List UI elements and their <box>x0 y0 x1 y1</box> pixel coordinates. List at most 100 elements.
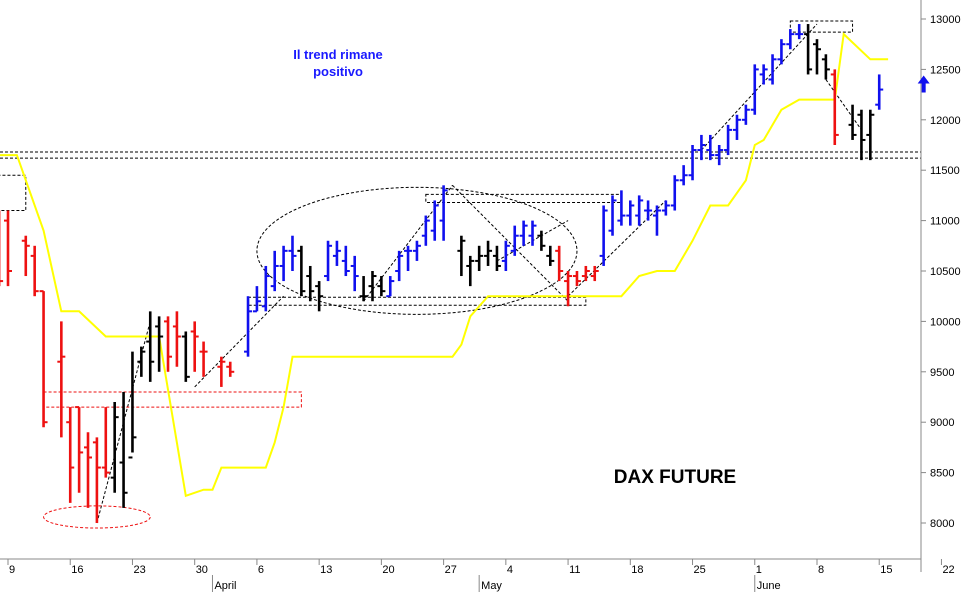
ohlc-bar <box>252 286 261 313</box>
ohlc-bar <box>181 331 190 382</box>
y-tick-label: 11000 <box>930 216 960 228</box>
x-tick-label: 30 <box>196 564 208 576</box>
ohlc-bar <box>359 276 368 302</box>
ohlc-bar <box>590 265 599 282</box>
ohlc-bar <box>386 276 395 298</box>
ohlc-bar <box>795 24 804 40</box>
month-label: April <box>214 580 236 592</box>
ohlc-bar <box>821 54 830 80</box>
x-tick-label: 8 <box>818 564 824 576</box>
x-tick-label: 1 <box>756 564 762 576</box>
ohlc-bar <box>875 74 884 110</box>
low-ellipse <box>43 505 151 529</box>
ohlc-bar <box>190 321 199 372</box>
ohlc-bar <box>519 220 528 246</box>
ohlc-bar <box>652 205 661 236</box>
y-axis-ticks: 8000 8500 9000 9500 10000 10500 11000 11500 1200… <box>921 14 961 530</box>
ohlc-bar <box>39 290 48 428</box>
ohlc-bar <box>688 145 697 181</box>
ohlc-bar <box>0 210 4 287</box>
ohlc-bar <box>57 321 66 438</box>
dashed-trendline <box>567 200 667 297</box>
month-label: May <box>481 580 502 592</box>
ohlc-bar <box>368 271 377 302</box>
ohlc-bar <box>439 185 448 241</box>
ohlc-bar <box>217 356 226 387</box>
dashed-trendline <box>825 79 862 131</box>
ohlc-bar <box>608 195 617 236</box>
ohlc-bar <box>324 240 333 282</box>
ohlc-bar <box>332 240 341 266</box>
ohlc-bar <box>350 255 359 292</box>
y-tick-label: 12500 <box>930 64 961 76</box>
ohlc-bar <box>866 109 875 161</box>
trend-line <box>0 32 889 498</box>
ohlc-bar <box>697 134 706 161</box>
ohlc-bar <box>537 230 546 251</box>
y-tick-label: 8500 <box>930 468 954 480</box>
x-tick-label: 13 <box>320 564 332 576</box>
ohlc-bar <box>564 271 573 307</box>
month-label: June <box>757 580 781 592</box>
ohlc-bar <box>128 351 137 459</box>
annotation-box <box>43 391 302 408</box>
y-tick-label: 10000 <box>930 316 961 328</box>
ohlc-bar <box>270 250 279 292</box>
x-tick-label: 11 <box>569 564 580 576</box>
ohlc-bar <box>404 245 413 271</box>
x-tick-label: 6 <box>258 564 264 576</box>
ohlc-bar <box>146 311 155 382</box>
ohlc-bar <box>759 64 768 85</box>
ohlc-bar <box>804 24 813 75</box>
x-tick-label: 27 <box>445 564 457 576</box>
consolidation-ellipse <box>256 186 578 315</box>
ohlc-bar <box>599 205 608 266</box>
ohlc-bar <box>626 200 635 226</box>
ohlc-bar <box>66 407 75 503</box>
x-tick-label: 15 <box>880 564 892 576</box>
y-tick-label: 10500 <box>930 266 961 278</box>
y-tick-label: 9000 <box>930 417 954 429</box>
ohlc-bar <box>555 245 564 282</box>
ohlc-bar <box>226 361 235 377</box>
ohlc-bar <box>635 195 644 226</box>
ohlc-bar <box>706 134 715 161</box>
ohlc-bar <box>732 114 741 140</box>
y-tick-label: 8000 <box>930 518 954 530</box>
comment-line-1: Il trend rimane <box>293 47 383 62</box>
ohlc-bar <box>768 54 777 85</box>
annotation-box <box>0 174 27 212</box>
ohlc-bar <box>315 281 324 312</box>
ohlc-bar <box>492 245 501 271</box>
ohlc-bar <box>199 341 208 377</box>
y-tick-label: 9500 <box>930 367 954 379</box>
ohlc-bar <box>510 225 519 256</box>
ohlc-bar <box>110 402 119 493</box>
annotation-box <box>425 193 622 203</box>
ohlc-bar <box>741 104 750 125</box>
y-tick-label: 11500 <box>930 165 960 177</box>
ohlc-bar <box>715 145 724 166</box>
ohlc-bar <box>777 39 786 65</box>
dashed-trendline <box>701 23 818 151</box>
ohlc-bar <box>279 245 288 282</box>
ohlc-bar <box>306 265 315 302</box>
ohlc-bar <box>670 175 679 211</box>
ohlc-bar <box>644 200 653 221</box>
ohlc-bar <box>679 165 688 186</box>
ohlc-bar <box>528 220 537 246</box>
ohlc-bar <box>288 235 297 271</box>
ohlc-bar <box>412 240 421 261</box>
ohlc-bar <box>119 391 128 508</box>
dashed-trendline <box>452 184 569 302</box>
ohlc-bar <box>830 69 839 145</box>
ohlc-bar <box>466 255 475 287</box>
ohlc-bar <box>30 245 39 297</box>
ohlc-bar <box>786 29 795 50</box>
x-tick-label: 18 <box>631 564 643 576</box>
ohlc-bar <box>501 240 510 271</box>
ohlc-bar <box>75 406 84 493</box>
ohlc-bar <box>475 245 484 271</box>
ohlc-bar <box>261 265 270 312</box>
